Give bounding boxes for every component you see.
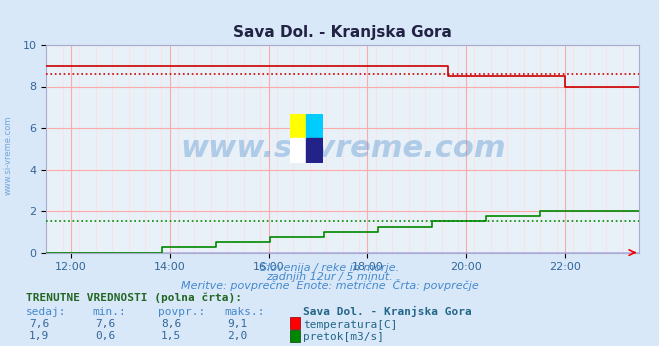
Text: temperatura[C]: temperatura[C] bbox=[303, 320, 397, 330]
Bar bbox=[290, 114, 306, 138]
Text: 2,0: 2,0 bbox=[227, 331, 247, 341]
Text: povpr.:: povpr.: bbox=[158, 307, 206, 317]
Text: min.:: min.: bbox=[92, 307, 126, 317]
Text: www.si-vreme.com: www.si-vreme.com bbox=[180, 134, 505, 163]
Text: 7,6: 7,6 bbox=[29, 319, 49, 329]
Bar bbox=[306, 114, 323, 138]
Text: 8,6: 8,6 bbox=[161, 319, 181, 329]
Text: Slovenija / reke in morje.: Slovenija / reke in morje. bbox=[260, 263, 399, 273]
Text: 1,5: 1,5 bbox=[161, 331, 181, 341]
Text: sedaj:: sedaj: bbox=[26, 307, 67, 317]
Text: Meritve: povprečne  Enote: metrične  Črta: povprečje: Meritve: povprečne Enote: metrične Črta:… bbox=[181, 279, 478, 291]
Text: 1,9: 1,9 bbox=[29, 331, 49, 341]
Bar bbox=[306, 138, 323, 163]
Bar bbox=[290, 138, 306, 163]
Text: 0,6: 0,6 bbox=[95, 331, 115, 341]
Title: Sava Dol. - Kranjska Gora: Sava Dol. - Kranjska Gora bbox=[233, 25, 452, 40]
Text: 9,1: 9,1 bbox=[227, 319, 247, 329]
Text: pretok[m3/s]: pretok[m3/s] bbox=[303, 332, 384, 342]
Text: TRENUTNE VREDNOSTI (polna črta):: TRENUTNE VREDNOSTI (polna črta): bbox=[26, 292, 243, 303]
Text: 7,6: 7,6 bbox=[95, 319, 115, 329]
Text: zadnjih 12ur / 5 minut.: zadnjih 12ur / 5 minut. bbox=[266, 272, 393, 282]
Text: maks.:: maks.: bbox=[224, 307, 264, 317]
Text: www.si-vreme.com: www.si-vreme.com bbox=[3, 116, 13, 195]
Text: Sava Dol. - Kranjska Gora: Sava Dol. - Kranjska Gora bbox=[303, 306, 472, 317]
